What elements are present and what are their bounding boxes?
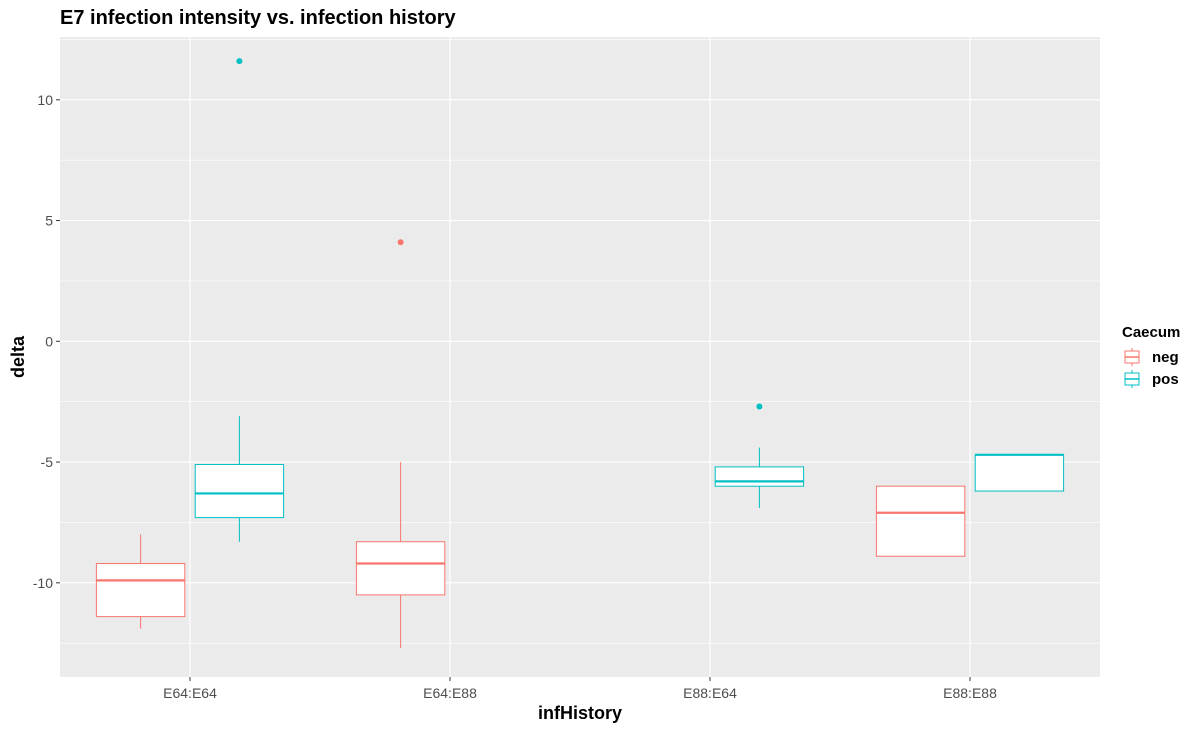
y-axis: -10 -5 0 5 10 xyxy=(33,92,60,591)
legend: Caecum neg pos xyxy=(1122,324,1180,389)
box-pos-E88:E64 xyxy=(714,403,805,508)
box-pos-E64:E64 xyxy=(194,58,285,542)
box-iqr xyxy=(355,541,446,596)
y-tick-label: -10 xyxy=(33,575,53,591)
chart-title: E7 infection intensity vs. infection his… xyxy=(60,7,457,29)
box-neg-E64:E88 xyxy=(355,239,446,649)
y-tick-label: 5 xyxy=(45,213,53,229)
x-axis: E64:E64 E64:E88 E88:E64 E88:E88 xyxy=(163,677,997,701)
outlier-point xyxy=(756,403,763,410)
y-tick-label: -5 xyxy=(41,454,54,470)
outlier-point xyxy=(236,58,243,65)
legend-item-pos: pos xyxy=(1122,369,1179,389)
x-tick-label: E64:E64 xyxy=(163,685,217,701)
box-layer xyxy=(95,58,1065,649)
outlier-point xyxy=(397,239,404,246)
legend-label: neg xyxy=(1152,349,1179,366)
box-iqr xyxy=(875,485,966,557)
y-tick-label: 0 xyxy=(45,333,53,349)
box-iqr xyxy=(974,454,1065,492)
y-tick-label: 10 xyxy=(37,92,53,108)
legend-label: pos xyxy=(1152,371,1179,388)
x-tick-label: E88:E64 xyxy=(683,685,737,701)
box-iqr xyxy=(95,562,186,618)
box-neg-E88:E88 xyxy=(875,485,966,557)
x-tick-label: E64:E88 xyxy=(423,685,477,701)
plot-panel xyxy=(60,37,1100,677)
legend-items: neg pos xyxy=(1122,347,1179,389)
box-iqr xyxy=(714,466,805,487)
x-axis-title: infHistory xyxy=(538,703,622,723)
box-neg-E64:E64 xyxy=(95,534,186,629)
box-pos-E88:E88 xyxy=(974,453,1065,492)
y-axis-title: delta xyxy=(8,335,28,378)
legend-item-neg: neg xyxy=(1122,347,1179,367)
box-iqr xyxy=(194,463,285,519)
x-tick-label: E88:E88 xyxy=(943,685,997,701)
grid-lines xyxy=(60,37,1100,677)
legend-title: Caecum xyxy=(1122,324,1180,341)
